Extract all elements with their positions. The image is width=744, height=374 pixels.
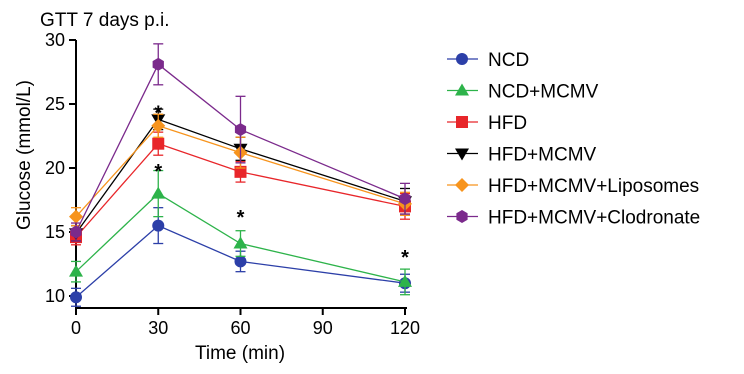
series-layer xyxy=(69,43,412,307)
legend-marker xyxy=(456,210,468,223)
data-point xyxy=(234,255,247,268)
x-tick-label: 120 xyxy=(390,318,420,338)
x-tick-label: 90 xyxy=(313,318,333,338)
legend-label: HFD+MCMV xyxy=(488,145,597,166)
data-point xyxy=(70,225,82,239)
significance-star: * xyxy=(154,102,162,124)
data-point xyxy=(398,274,412,287)
data-point xyxy=(234,165,247,178)
significance-star: * xyxy=(154,161,162,183)
axes: 10 15 20 25 30 0 30 60 90 120 xyxy=(45,30,420,338)
series-line xyxy=(75,125,406,218)
series-line xyxy=(75,142,406,238)
series-line xyxy=(75,63,406,233)
legend-item: HFD xyxy=(447,113,527,134)
y-tick-label: 25 xyxy=(45,94,65,114)
chart-title: GTT 7 days p.i. xyxy=(40,10,170,31)
legend-item: HFD+MCMV+Clodronate xyxy=(447,208,700,229)
x-tick-label: 0 xyxy=(71,318,81,338)
data-point xyxy=(152,137,165,150)
legend-item: NCD xyxy=(447,50,529,71)
series-5 xyxy=(70,43,411,242)
legend-marker xyxy=(456,53,468,65)
x-tick-label: 60 xyxy=(230,318,250,338)
data-point xyxy=(70,291,82,304)
annotation-layer: * * * * xyxy=(154,102,409,269)
data-point xyxy=(151,186,166,199)
y-tick-label: 10 xyxy=(45,286,65,306)
series-line xyxy=(75,118,406,234)
significance-star: * xyxy=(237,207,245,229)
data-point xyxy=(69,209,83,224)
legend-label: HFD+MCMV+Clodronate xyxy=(488,208,700,229)
series-4 xyxy=(69,113,412,227)
legend-label: HFD xyxy=(488,113,527,134)
data-point xyxy=(233,236,248,249)
legend-label: NCD xyxy=(488,50,529,71)
series-line xyxy=(75,192,406,283)
legend-item: HFD+MCMV xyxy=(447,145,597,166)
significance-star: * xyxy=(401,247,409,269)
legend: NCD NCD+MCMV HFD HFD+MCMV HFD+MCMV+Liposomes… xyxy=(447,50,700,229)
data-point xyxy=(234,123,247,137)
legend-marker xyxy=(456,116,468,128)
data-point xyxy=(69,264,83,277)
series-line xyxy=(75,224,406,298)
legend-label: NCD+MCMV xyxy=(488,82,599,103)
legend-marker xyxy=(455,148,469,161)
x-tick-label: 30 xyxy=(148,318,168,338)
data-point xyxy=(152,57,164,71)
legend-label: HFD+MCMV+Liposomes xyxy=(488,176,699,197)
legend-item: NCD+MCMV xyxy=(447,82,599,103)
y-axis-label: Glucose (mmol/L) xyxy=(14,80,35,230)
y-tick-label: 15 xyxy=(45,222,65,242)
legend-marker xyxy=(455,178,469,192)
y-tick-label: 20 xyxy=(45,158,65,178)
x-axis-label: Time (min) xyxy=(195,343,285,364)
legend-marker xyxy=(455,83,469,96)
data-point xyxy=(151,118,166,133)
legend-item: HFD+MCMV+Liposomes xyxy=(447,176,699,197)
series-1 xyxy=(69,169,412,296)
data-point xyxy=(399,192,411,206)
y-tick-label: 30 xyxy=(45,30,65,50)
data-point xyxy=(152,219,165,232)
